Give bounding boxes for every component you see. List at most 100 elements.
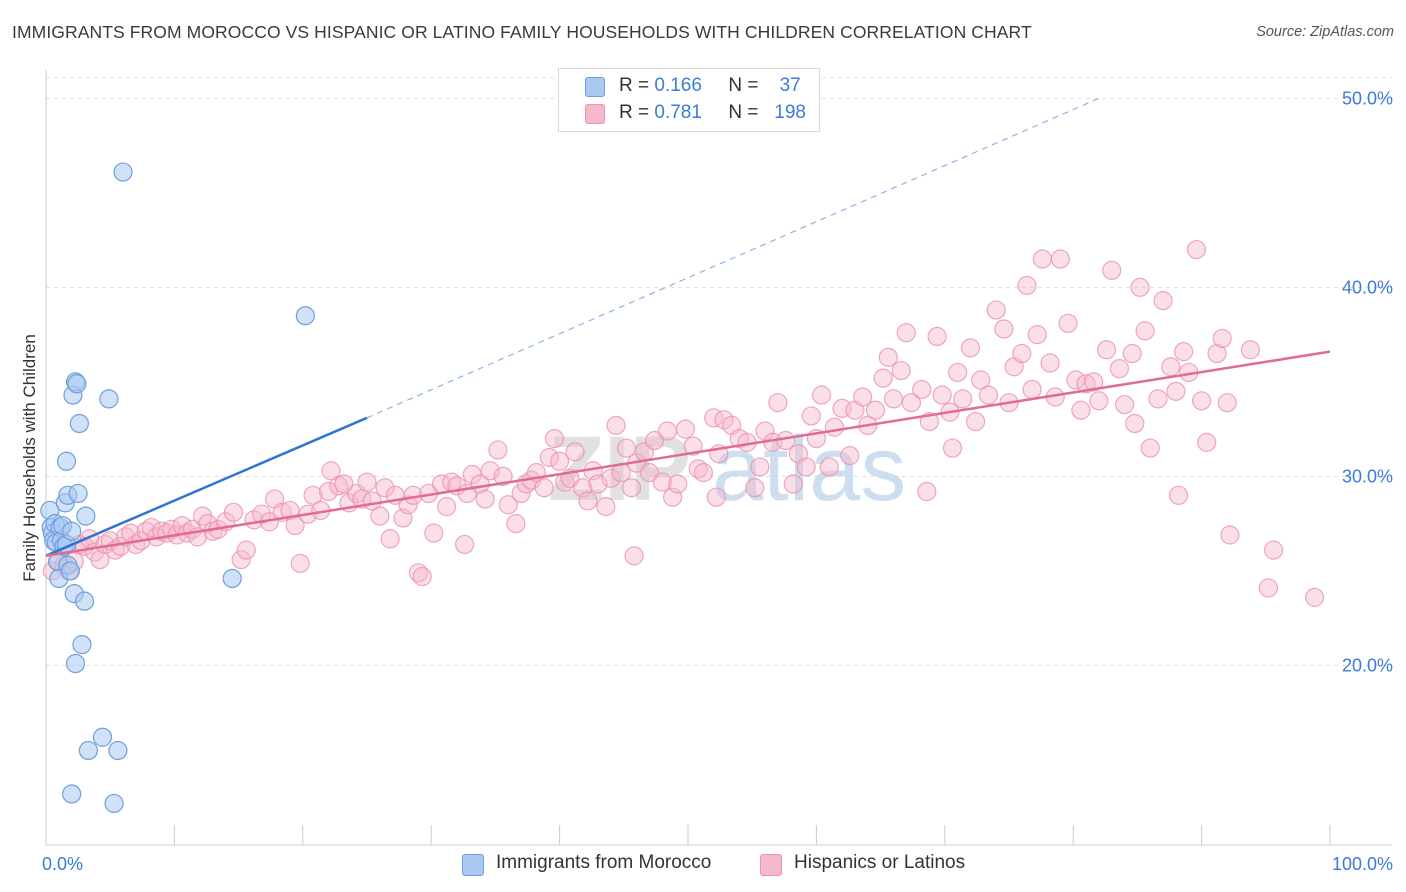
data-point-morocco (62, 521, 82, 541)
data-point-hispanics (883, 389, 904, 409)
data-point-hispanics (1258, 578, 1278, 598)
data-point-hispanics (236, 540, 256, 560)
data-point-hispanics (657, 421, 678, 441)
bottom-legend-swatch-blue (462, 854, 484, 876)
data-point-hispanics (978, 385, 999, 405)
data-point-hispanics (231, 549, 251, 570)
data-point-hispanics (280, 500, 300, 521)
x-tick-label: 100.0% (1332, 854, 1393, 874)
data-point-hispanics (606, 415, 626, 435)
data-point-hispanics (819, 457, 839, 477)
data-point-morocco (108, 740, 128, 761)
data-point-morocco (62, 784, 82, 804)
data-point-morocco (99, 389, 119, 409)
data-point-hispanics (1032, 249, 1052, 269)
y-tick-label: 50.0% (1342, 88, 1393, 108)
data-point-hispanics (578, 491, 598, 511)
data-point-hispanics (303, 485, 323, 505)
data-point-hispanics (380, 529, 400, 549)
data-point-hispanics (1212, 328, 1232, 349)
data-point-hispanics (966, 411, 986, 432)
data-point-hispanics (596, 497, 616, 517)
data-point-hispanics (824, 417, 844, 437)
trend-line-morocco-extrapolated (366, 97, 1100, 419)
data-point-hispanics (1174, 342, 1194, 362)
data-point-hispanics (853, 387, 873, 407)
legend-r-label: R = (619, 102, 650, 123)
data-point-hispanics (948, 362, 968, 383)
data-point-hispanics (917, 481, 937, 502)
data-point-hispanics (873, 368, 893, 388)
bottom-legend-swatch-pink (760, 854, 782, 876)
data-point-hispanics (706, 487, 726, 507)
data-point-hispanics (488, 440, 508, 460)
data-point-hispanics (750, 457, 770, 477)
data-point-hispanics (1058, 313, 1078, 333)
data-point-hispanics (960, 338, 981, 358)
data-point-morocco (74, 591, 95, 611)
data-point-morocco (222, 568, 242, 589)
legend-n-value: 37 (779, 75, 801, 96)
data-point-hispanics (290, 553, 310, 573)
data-point-hispanics (1012, 343, 1032, 364)
data-point-hispanics (412, 566, 432, 587)
data-point-hispanics (318, 481, 339, 502)
data-point-morocco (65, 653, 86, 674)
data-point-hispanics (1166, 381, 1186, 401)
data-point-hispanics (565, 442, 585, 462)
data-point-hispanics (693, 463, 714, 483)
data-point-morocco (76, 506, 96, 526)
bottom-legend-label: Immigrants from Morocco (496, 852, 712, 873)
data-point-hispanics (375, 478, 395, 498)
data-point-hispanics (639, 463, 660, 483)
data-point-hispanics (1191, 391, 1212, 411)
data-point-hispanics (544, 428, 565, 449)
data-point-hispanics (1102, 260, 1122, 280)
data-point-hispanics (896, 323, 916, 343)
data-point-hispanics (624, 546, 644, 566)
data-point-hispanics (783, 474, 803, 494)
data-point-hispanics (971, 370, 991, 390)
y-tick-labels: 20.0% 30.0% 40.0% 50.0% (1342, 88, 1393, 675)
data-point-hispanics (1040, 353, 1060, 373)
legend-r-value: 0.166 (654, 75, 702, 96)
data-point-hispanics (652, 472, 672, 492)
legend-n-label: N = (728, 75, 759, 96)
data-point-hispanics (1207, 343, 1227, 364)
data-point-hispanics (912, 379, 932, 400)
data-point-hispanics (1135, 321, 1155, 341)
data-point-hispanics (1050, 249, 1070, 269)
data-point-hispanics (796, 457, 816, 477)
data-point-hispanics (865, 400, 886, 420)
x-tick-labels: 0.0% 100.0% (42, 854, 1393, 874)
data-point-morocco (72, 635, 92, 655)
data-point-morocco (68, 483, 88, 504)
data-point-hispanics (1027, 325, 1047, 345)
data-point-hispanics (932, 385, 952, 405)
x-tick-label: 0.0% (42, 854, 83, 874)
data-point-hispanics (986, 300, 1006, 320)
data-point-morocco (113, 162, 133, 182)
legend-swatch-pink (585, 104, 605, 124)
legend-n-label: N = (728, 102, 759, 123)
data-point-hispanics (1217, 393, 1237, 413)
data-point-morocco (78, 740, 98, 761)
data-point-hispanics (616, 438, 636, 458)
data-point-hispanics (688, 459, 708, 479)
data-point-hispanics (755, 421, 775, 441)
data-point-hispanics (424, 523, 444, 543)
data-point-hispanics (223, 502, 244, 522)
trend-lines (45, 97, 1331, 558)
y-tick-label: 20.0% (1342, 655, 1393, 675)
data-point-hispanics (1022, 379, 1042, 400)
data-point-hispanics (1122, 343, 1142, 364)
data-point-hispanics (1130, 277, 1150, 297)
source-credit: Source: ZipAtlas.com (1256, 24, 1394, 40)
data-point-hispanics (1197, 432, 1217, 452)
data-point-hispanics (1125, 413, 1145, 434)
data-point-hispanics (811, 385, 832, 405)
data-point-hispanics (534, 478, 554, 498)
data-point-hispanics (357, 472, 377, 492)
y-tick-label: 40.0% (1342, 277, 1393, 297)
data-point-hispanics (878, 347, 898, 367)
